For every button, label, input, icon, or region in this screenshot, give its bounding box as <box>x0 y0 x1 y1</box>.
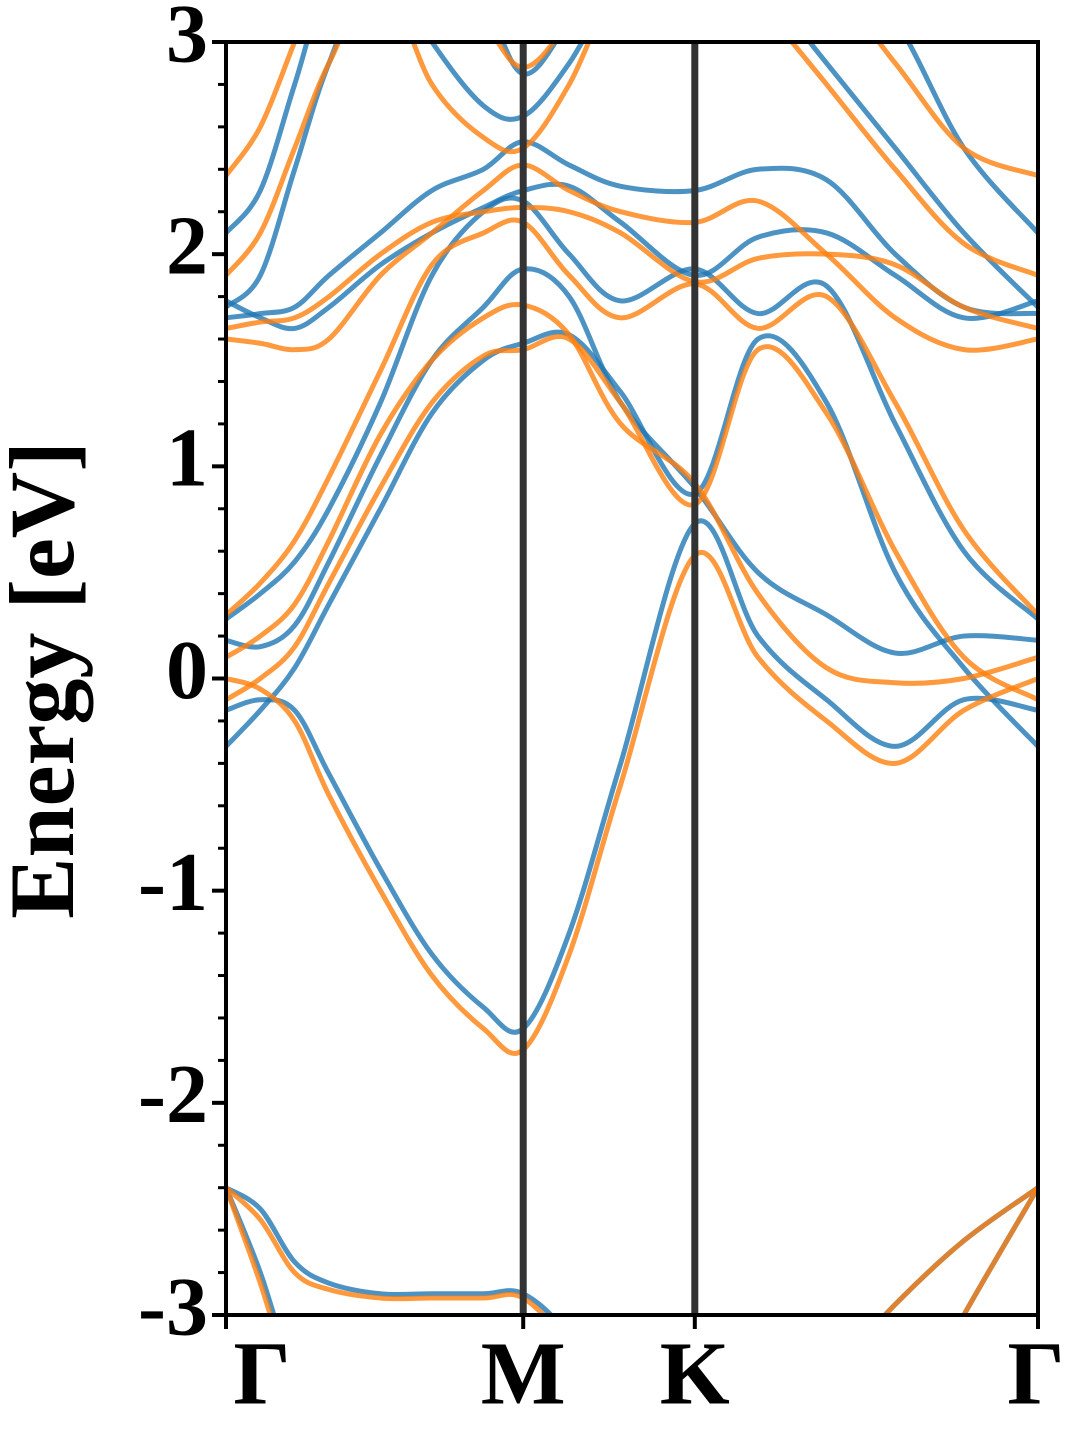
band-line <box>226 266 1038 656</box>
band-line <box>226 217 1038 617</box>
x-tick-label: Γ <box>233 1325 290 1424</box>
x-tick-label: M <box>481 1325 566 1424</box>
y-tick-label: 3 <box>166 0 208 80</box>
band-line <box>226 42 1038 310</box>
y-tick-label: 0 <box>166 624 208 717</box>
band-line <box>226 204 1038 331</box>
bands <box>226 42 1038 1315</box>
x-tick-label: Γ <box>1007 1325 1064 1424</box>
x-tick-label: K <box>660 1325 730 1424</box>
band-line <box>226 334 1038 702</box>
band-line <box>226 329 1038 749</box>
y-tick-label: 1 <box>166 412 208 505</box>
y-tick-label: -2 <box>138 1048 208 1141</box>
band-line <box>226 1185 1038 1315</box>
band-line <box>226 139 1038 321</box>
y-tick-label: 2 <box>166 199 208 292</box>
y-axis-label: Energy [eV] <box>0 441 93 919</box>
band-line <box>226 42 1038 179</box>
band-line <box>226 518 1038 1035</box>
y-tick-label: -1 <box>138 836 208 929</box>
band-line <box>226 301 1038 686</box>
band-line <box>226 162 1038 353</box>
band-line <box>226 550 1038 1056</box>
band-line <box>226 195 1038 622</box>
band-line <box>226 1185 1038 1315</box>
y-tick-label: -3 <box>138 1260 208 1353</box>
band-line <box>226 42 1038 278</box>
